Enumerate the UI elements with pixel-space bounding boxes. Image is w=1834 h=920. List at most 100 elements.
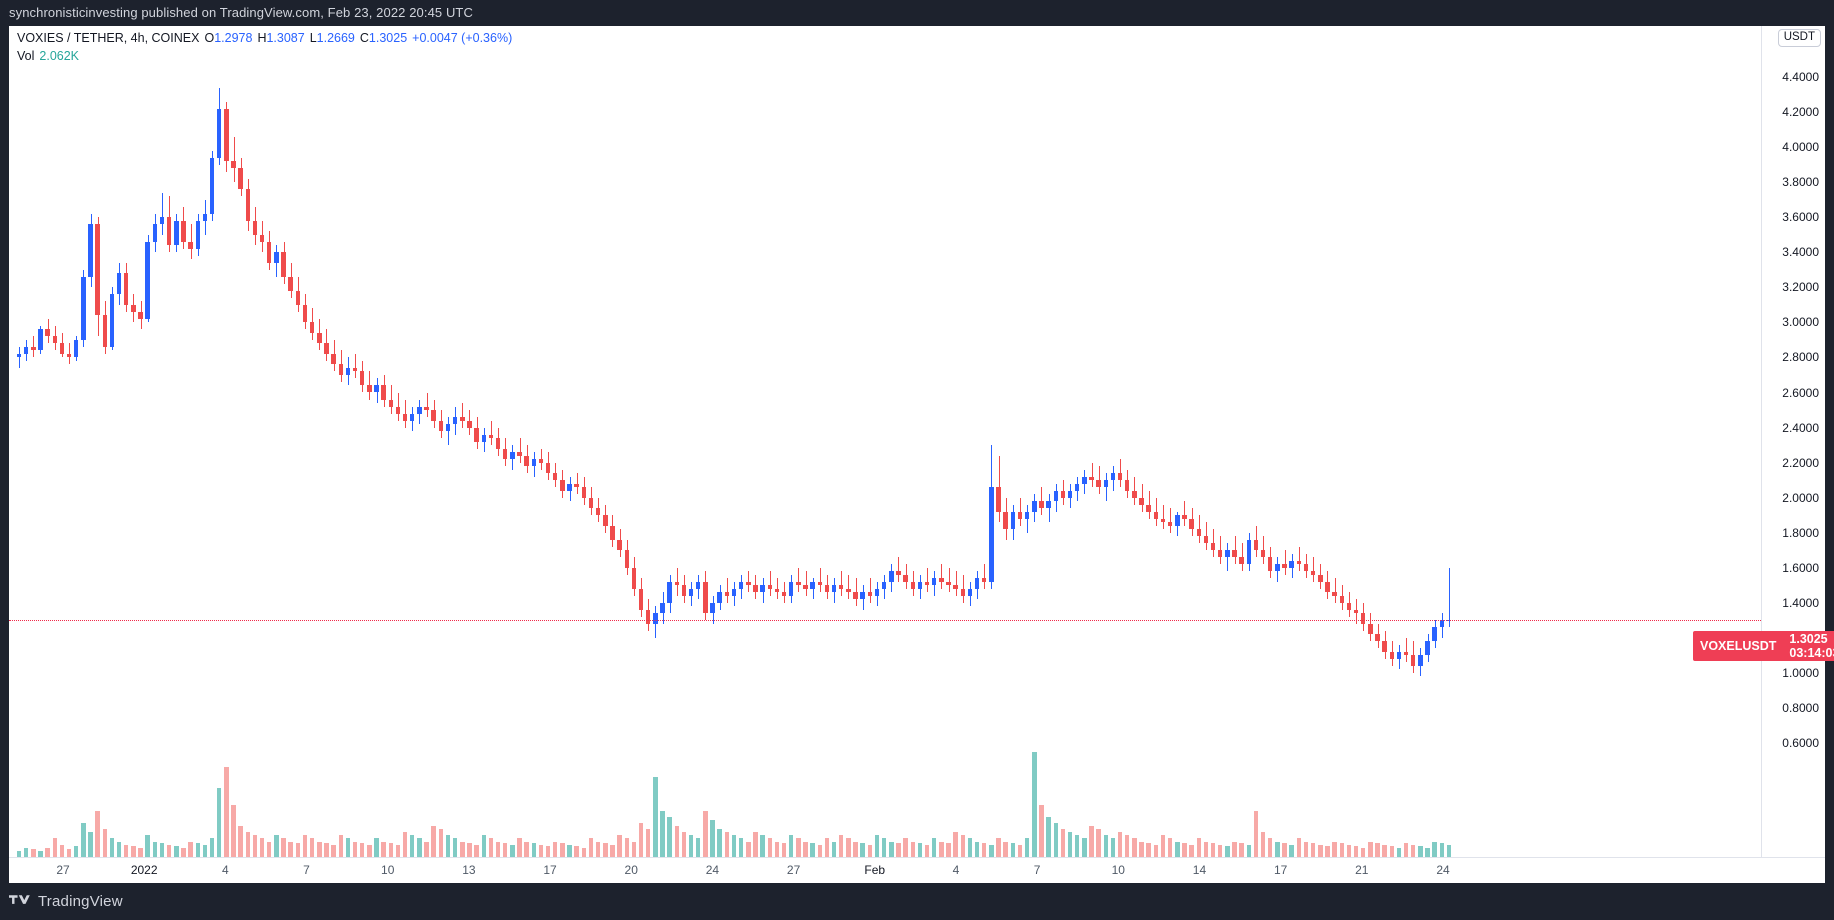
candle-body (152, 224, 158, 242)
candle-body (1132, 490, 1137, 498)
volume-bar (767, 838, 772, 857)
candle-body (703, 581, 708, 614)
candle-wick (869, 578, 871, 603)
price-pane[interactable] (9, 26, 1761, 857)
publisher-bar: synchronisticinvesting published on Trad… (0, 0, 1834, 26)
candle-body (174, 220, 179, 246)
volume-bar (846, 838, 851, 857)
candle-body (502, 448, 508, 460)
volume-bar (195, 843, 200, 857)
candle-wick (1220, 536, 1222, 565)
candle-wick (1198, 515, 1200, 544)
volume-bar (681, 832, 687, 857)
candle-body (1382, 641, 1387, 652)
candle-body (874, 588, 880, 596)
candle-wick (769, 571, 771, 596)
time-axis-tick: 4 (222, 863, 229, 877)
volume-bar (617, 835, 622, 857)
chart-canvas[interactable]: USDT 4.60004.40004.20004.00003.80003.600… (9, 26, 1834, 883)
candle-body (953, 585, 958, 589)
volume-bar (1110, 838, 1116, 857)
volume-bar (1132, 838, 1137, 857)
volume-bar (1010, 843, 1016, 857)
candle-body (1089, 476, 1094, 481)
volume-bar (1296, 838, 1302, 857)
candle-body (16, 353, 22, 358)
volume-bar (1082, 838, 1087, 857)
tradingview-logo[interactable]: TradingView (9, 893, 123, 910)
volume-bar (1160, 835, 1166, 857)
volume-bar (753, 832, 758, 857)
volume-bar (603, 843, 608, 857)
candle-body (309, 322, 315, 333)
candle-body (810, 581, 815, 589)
price-tag-countdown: 03:14:03 (1789, 645, 1834, 660)
volume-bar (653, 776, 658, 857)
candle-body (1289, 560, 1294, 568)
volume-bar (281, 838, 286, 857)
volume-bar (1203, 841, 1209, 857)
price-tag-price: 1.3025 (1789, 631, 1828, 646)
volume-bar (996, 838, 1001, 857)
candle-body (1153, 511, 1159, 519)
current-price-tag[interactable]: VOXELUSDT 1.3025 03:14:03 (1693, 630, 1834, 661)
candle-wick (841, 571, 843, 596)
volume-bar (488, 838, 494, 857)
volume-bar (531, 843, 536, 857)
volume-bar (460, 841, 465, 857)
volume-bar (431, 826, 436, 857)
candle-body (166, 217, 172, 246)
volume-bar (216, 787, 222, 857)
candle-body (224, 108, 229, 162)
volume-bar (746, 841, 751, 857)
candle-body (688, 588, 694, 596)
volume-bar (474, 844, 479, 857)
candle-body (767, 585, 772, 589)
price-axis-tick: 2.4000 (1782, 420, 1819, 435)
price-axis[interactable]: USDT 4.60004.40004.20004.00003.80003.600… (1761, 26, 1825, 857)
candle-body (1425, 641, 1430, 656)
candle-body (710, 602, 715, 614)
candle-body (45, 329, 50, 337)
candle-body (645, 609, 651, 624)
candle-body (23, 346, 29, 354)
volume-bar (1353, 846, 1359, 857)
tradingview-mark-icon (9, 894, 30, 904)
volume-bar (73, 846, 79, 857)
volume-bar (703, 810, 708, 857)
candle-body (788, 581, 794, 596)
volume-bar (52, 838, 57, 857)
time-axis[interactable]: 27 2022 4 7 10 13 17 20 24 27 Feb 4 7 10 14 17 21 24 (9, 857, 1825, 883)
candle-body (574, 483, 579, 488)
volume-bar (524, 841, 529, 857)
volume-bar (16, 850, 22, 857)
volume-bar (1260, 832, 1266, 857)
candle-body (674, 581, 679, 586)
volume-bar (1232, 841, 1237, 857)
volume-bar (274, 835, 279, 857)
candle-wick (948, 567, 950, 593)
time-axis-tick: 7 (303, 863, 310, 877)
candle-wick (941, 564, 943, 589)
volume-bar (345, 838, 351, 857)
candle-body (1203, 536, 1209, 544)
volume-bar (116, 841, 122, 857)
volume-bar (367, 844, 372, 857)
candle-wick (490, 420, 492, 446)
candle-body (302, 304, 308, 323)
candle-body (803, 585, 808, 589)
price-axis-tick: 4.4000 (1782, 70, 1819, 85)
volume-bar (1246, 844, 1251, 857)
candle-body (431, 410, 436, 421)
candle-body (1275, 564, 1280, 572)
candle-body (974, 578, 980, 589)
time-axis-tick: 24 (705, 863, 720, 877)
candle-wick (748, 571, 750, 593)
candle-body (774, 588, 780, 593)
candle-body (760, 585, 765, 593)
volume-bar (931, 838, 937, 857)
candle-body (402, 413, 408, 421)
volume-bar (395, 844, 401, 857)
time-axis-tick: 17 (543, 863, 557, 877)
candle-body (931, 578, 937, 586)
